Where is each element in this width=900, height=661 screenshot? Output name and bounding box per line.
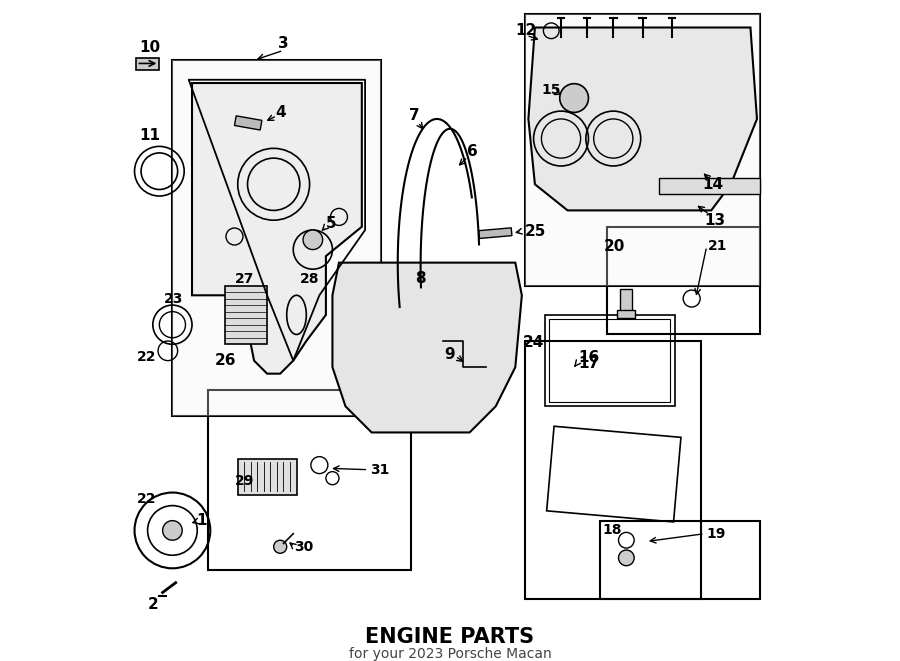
Bar <box>659 178 760 194</box>
Text: ENGINE PARTS: ENGINE PARTS <box>365 627 535 646</box>
Text: 15: 15 <box>542 83 561 97</box>
Bar <box>620 289 632 315</box>
Bar <box>173 60 382 416</box>
Text: 22: 22 <box>137 492 156 506</box>
Text: 4: 4 <box>274 105 285 120</box>
Bar <box>546 426 681 522</box>
Text: 18: 18 <box>602 524 622 537</box>
Text: 26: 26 <box>215 353 237 368</box>
Polygon shape <box>332 262 522 432</box>
Text: 20: 20 <box>604 239 626 254</box>
Circle shape <box>274 540 287 553</box>
Bar <box>173 60 382 416</box>
Polygon shape <box>192 83 362 373</box>
Text: 12: 12 <box>516 23 537 38</box>
Text: 5: 5 <box>326 216 337 231</box>
Bar <box>600 521 760 599</box>
Circle shape <box>618 550 634 566</box>
Text: 6: 6 <box>467 144 478 159</box>
Text: 22: 22 <box>137 350 156 364</box>
Text: 8: 8 <box>415 272 426 286</box>
Text: 3: 3 <box>278 36 289 52</box>
Text: 25: 25 <box>525 224 546 239</box>
Text: 13: 13 <box>704 213 725 227</box>
Text: 1: 1 <box>196 513 207 528</box>
Text: 31: 31 <box>370 463 390 477</box>
Text: 9: 9 <box>445 346 455 362</box>
Text: 7: 7 <box>409 108 419 123</box>
Bar <box>208 390 410 570</box>
Bar <box>235 116 262 130</box>
Text: 16: 16 <box>579 350 600 365</box>
Bar <box>479 228 512 239</box>
Bar <box>607 227 760 334</box>
Text: 30: 30 <box>294 540 314 554</box>
Polygon shape <box>528 28 757 210</box>
Text: 27: 27 <box>235 272 254 286</box>
Text: 29: 29 <box>235 475 254 488</box>
Text: 24: 24 <box>523 335 544 350</box>
Text: 2: 2 <box>148 597 158 611</box>
Text: 23: 23 <box>164 292 184 305</box>
Circle shape <box>303 230 322 250</box>
Text: for your 2023 Porsche Macan: for your 2023 Porsche Macan <box>348 647 552 661</box>
Bar <box>137 58 159 70</box>
Bar <box>525 15 760 286</box>
Bar <box>544 315 675 407</box>
Bar <box>616 310 634 318</box>
Text: 21: 21 <box>708 239 727 253</box>
Bar <box>238 459 296 494</box>
Text: 14: 14 <box>703 176 724 192</box>
Text: 28: 28 <box>300 272 319 286</box>
Circle shape <box>163 521 182 540</box>
Text: 10: 10 <box>139 40 160 55</box>
Bar <box>525 15 760 286</box>
Text: 11: 11 <box>140 128 160 143</box>
Text: 17: 17 <box>578 356 599 371</box>
Bar <box>225 286 267 344</box>
Bar <box>549 319 670 402</box>
Circle shape <box>560 84 589 112</box>
Text: 19: 19 <box>706 527 725 541</box>
Bar <box>525 341 701 599</box>
